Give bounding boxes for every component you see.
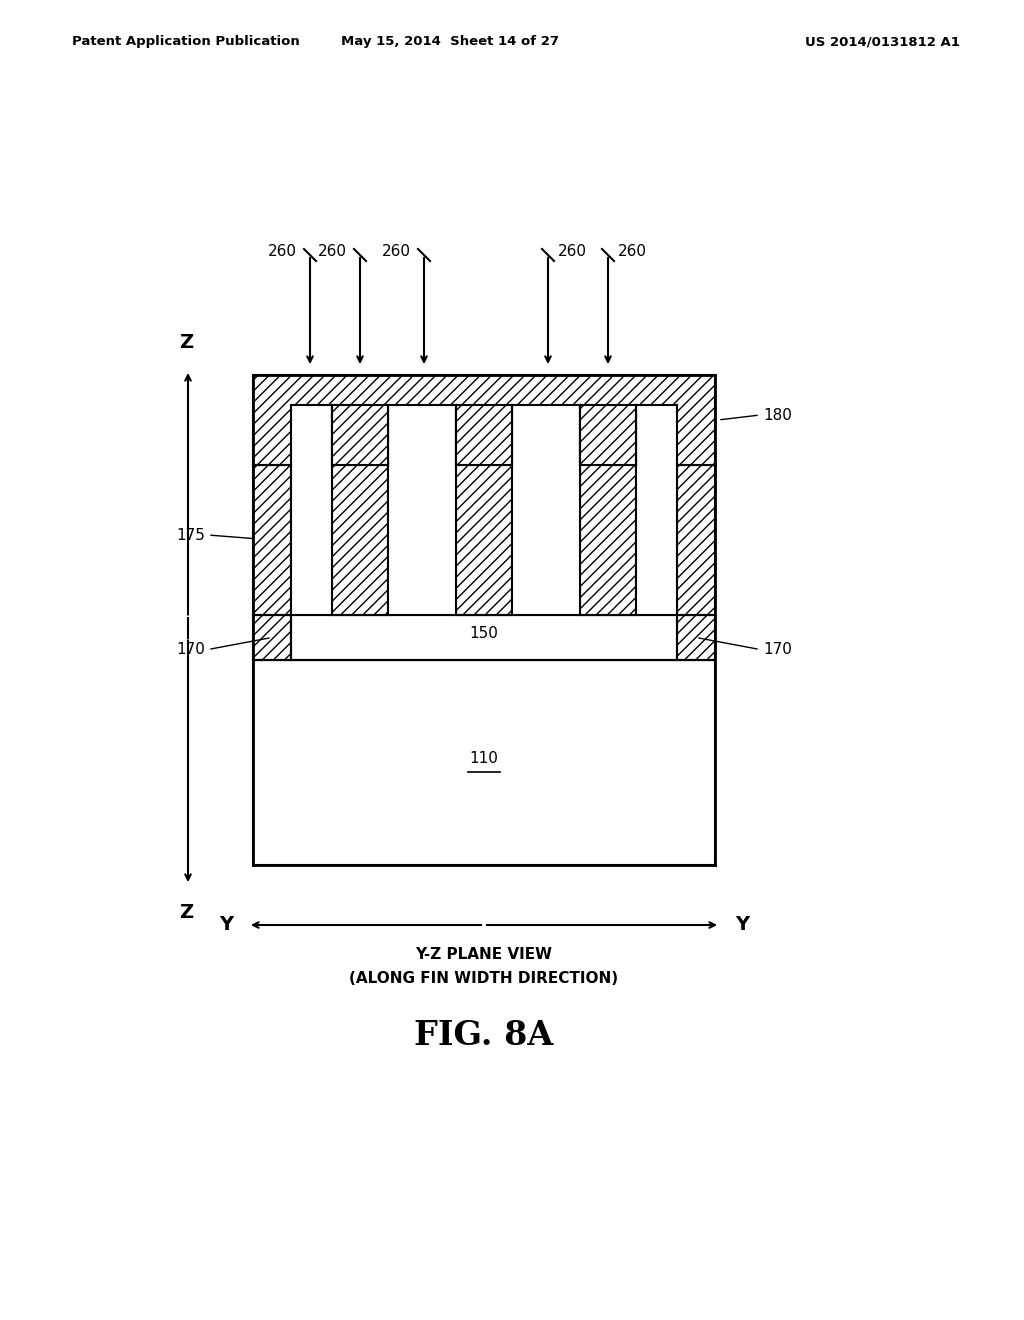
Bar (677, 615, 715, 660)
Bar (512, 465, 580, 615)
Bar (291, 615, 677, 660)
Text: 110: 110 (470, 751, 499, 766)
Text: May 15, 2014  Sheet 14 of 27: May 15, 2014 Sheet 14 of 27 (341, 36, 559, 49)
Bar (253, 465, 291, 615)
Text: Patent Application Publication: Patent Application Publication (72, 36, 300, 49)
Bar (291, 465, 332, 615)
Text: 260: 260 (618, 243, 647, 259)
Bar (388, 465, 456, 615)
Text: 260: 260 (558, 243, 587, 259)
Bar (332, 405, 388, 465)
Bar (456, 405, 512, 465)
Bar (580, 465, 636, 615)
Text: Y-Z PLANE VIEW: Y-Z PLANE VIEW (416, 946, 553, 962)
Text: 175: 175 (176, 528, 205, 543)
Bar (636, 465, 677, 615)
Text: 260: 260 (382, 243, 411, 259)
Bar (291, 465, 677, 615)
Bar (388, 405, 456, 465)
Bar (677, 465, 715, 615)
Text: 150: 150 (470, 626, 499, 642)
Text: 180: 180 (763, 408, 792, 422)
Text: (ALONG FIN WIDTH DIRECTION): (ALONG FIN WIDTH DIRECTION) (349, 972, 618, 986)
Bar (291, 405, 332, 465)
Text: FIG. 8A: FIG. 8A (415, 1019, 554, 1052)
Text: Z: Z (179, 903, 194, 921)
Bar (253, 660, 715, 865)
Bar (636, 405, 677, 465)
Text: 170: 170 (763, 642, 792, 657)
Bar (456, 465, 512, 615)
Text: 170: 170 (176, 642, 205, 657)
Bar (512, 405, 580, 465)
Text: Y: Y (735, 916, 750, 935)
Text: 260: 260 (318, 243, 347, 259)
Text: US 2014/0131812 A1: US 2014/0131812 A1 (805, 36, 961, 49)
Bar (253, 615, 291, 660)
Text: 260: 260 (268, 243, 297, 259)
Text: Z: Z (179, 333, 194, 352)
Text: Y: Y (219, 916, 233, 935)
Bar (580, 405, 636, 465)
Bar (253, 375, 715, 465)
Bar (332, 465, 388, 615)
